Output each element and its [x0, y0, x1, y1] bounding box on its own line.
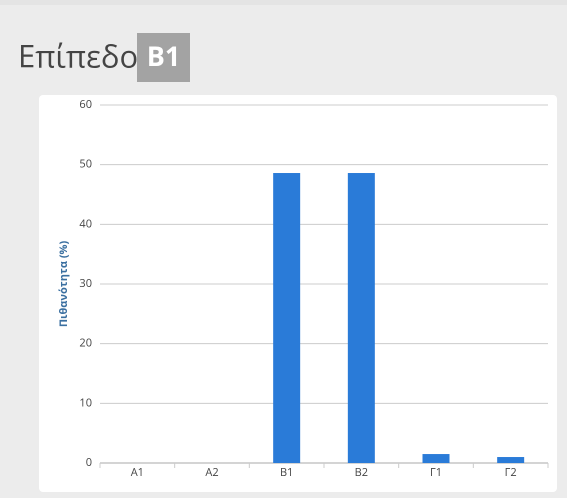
y-tick-label: 40	[79, 216, 92, 231]
bar	[497, 457, 525, 463]
bar	[347, 173, 375, 463]
y-tick-label: 0	[86, 455, 92, 470]
x-tick-label: Γ2	[505, 465, 517, 480]
y-axis-label: Πιθανότητα (%)	[56, 241, 71, 328]
y-tick-label: 20	[79, 336, 92, 351]
bar	[273, 173, 301, 463]
x-tick-label: A1	[131, 465, 144, 480]
y-tick-label: 60	[79, 97, 92, 112]
badge: B1	[147, 37, 181, 74]
y-tick-label: 10	[79, 395, 92, 410]
top-strip	[0, 0, 567, 5]
x-tick-label: B2	[355, 465, 368, 480]
badge-box	[137, 33, 190, 82]
x-tick-label: B1	[280, 465, 293, 480]
x-tick-label: A2	[205, 465, 218, 480]
bar	[422, 454, 450, 463]
x-tick-label: Γ1	[430, 465, 442, 480]
y-tick-label: 30	[79, 276, 92, 291]
page-title: Επίπεδο	[18, 35, 138, 77]
y-tick-label: 50	[79, 157, 92, 172]
